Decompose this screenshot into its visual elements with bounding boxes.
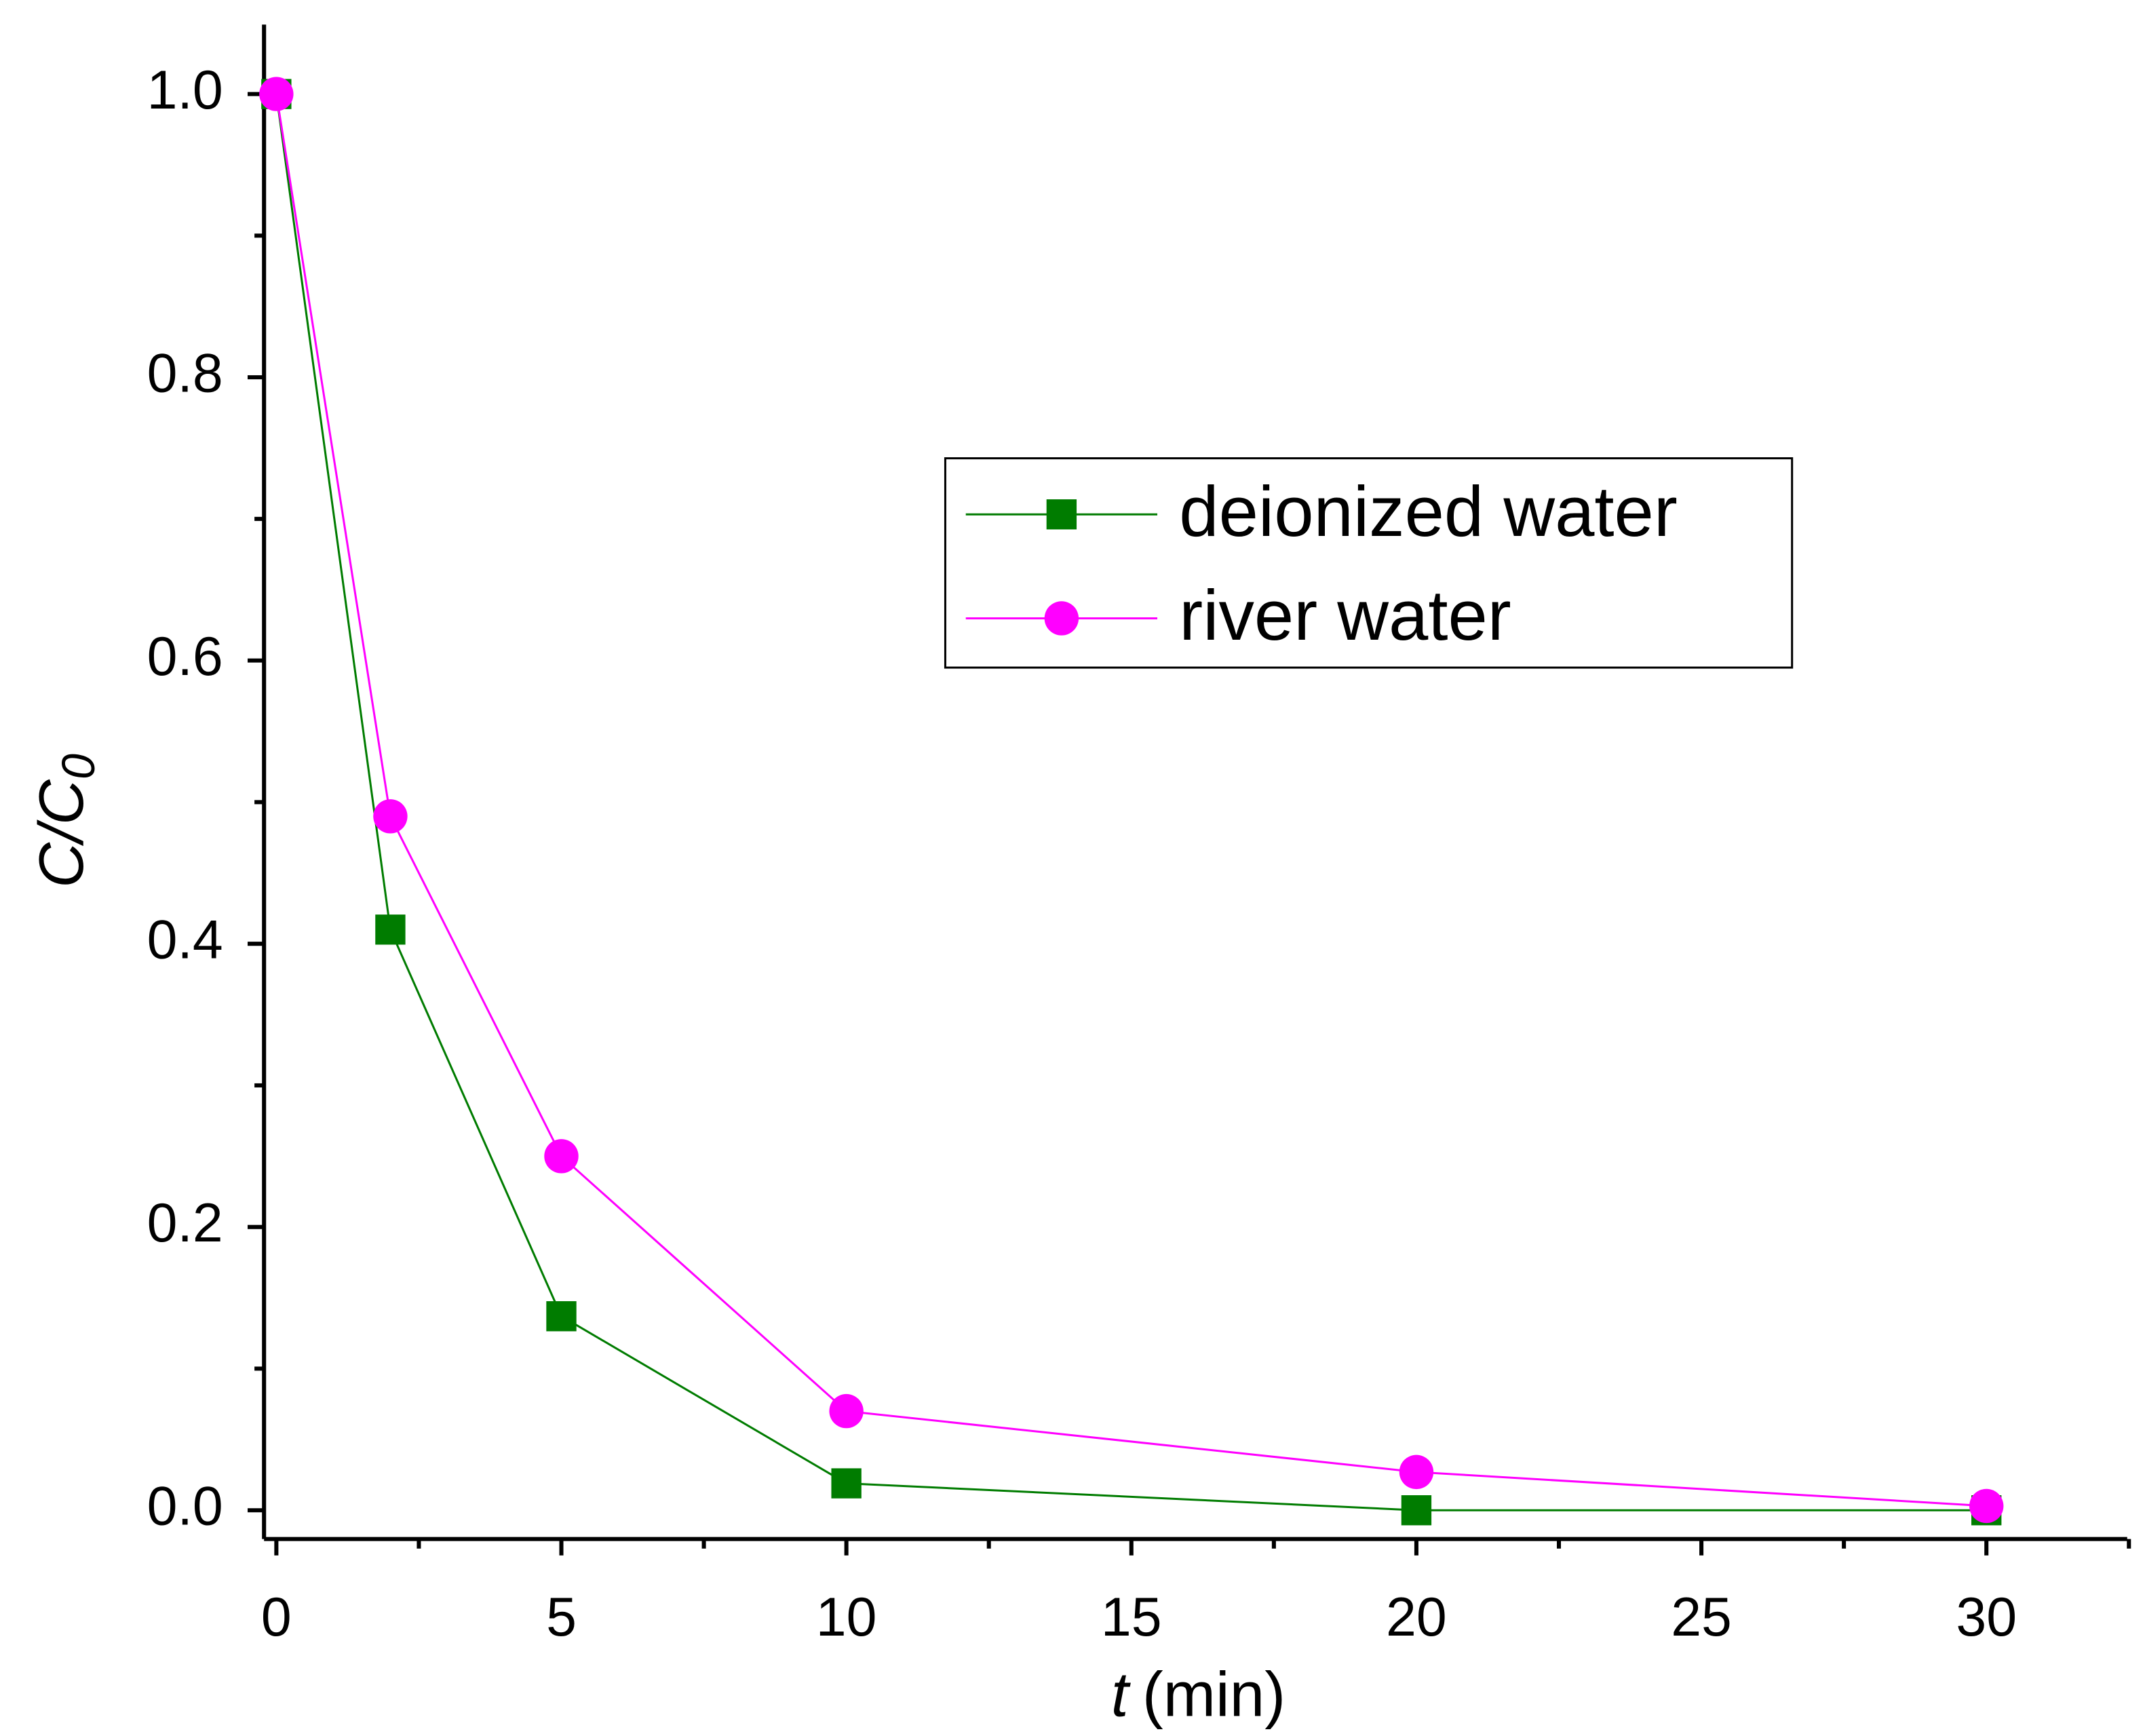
y-label-sub: 0 <box>52 754 104 779</box>
y-tick-label: 0.4 <box>147 909 223 970</box>
x-tick-label: 30 <box>1956 1587 2017 1648</box>
y-tick-label: 1.0 <box>147 60 223 121</box>
x-tick-label: 5 <box>546 1587 577 1648</box>
x-label-unit: (min) <box>1142 1659 1286 1729</box>
x-tick-label: 0 <box>261 1587 292 1648</box>
data-point <box>259 77 294 111</box>
x-tick-label: 15 <box>1101 1587 1162 1648</box>
x-axis-label: t (min) <box>1111 1659 1286 1729</box>
data-point <box>375 914 406 945</box>
y-tick-label: 0.8 <box>147 343 223 404</box>
data-point <box>373 799 408 834</box>
series-line <box>275 94 1987 1507</box>
x-tick-label: 20 <box>1386 1587 1447 1648</box>
legend-box <box>944 457 1794 669</box>
data-point <box>829 1393 864 1429</box>
x-tick-label: 10 <box>816 1587 877 1648</box>
data-point <box>1399 1454 1434 1490</box>
series-line <box>275 94 1987 1511</box>
legend-label: deionized water <box>1179 472 1677 552</box>
y-axis-label: C/C0 <box>25 754 104 888</box>
x-label-var: t <box>1111 1659 1131 1729</box>
y-tick-label: 0.2 <box>147 1193 223 1254</box>
data-point <box>1401 1495 1432 1526</box>
data-point <box>831 1468 862 1499</box>
y-tick-label: 0.0 <box>147 1476 223 1537</box>
data-point <box>546 1301 577 1332</box>
legend-marker <box>1046 499 1077 530</box>
data-point <box>544 1139 579 1174</box>
y-label-main: C/C <box>25 779 96 888</box>
legend-label: river water <box>1179 576 1511 655</box>
y-tick-label: 0.6 <box>147 626 223 687</box>
data-point <box>1969 1488 2004 1524</box>
x-tick-label: 25 <box>1671 1587 1732 1648</box>
legend-marker <box>1044 601 1079 636</box>
